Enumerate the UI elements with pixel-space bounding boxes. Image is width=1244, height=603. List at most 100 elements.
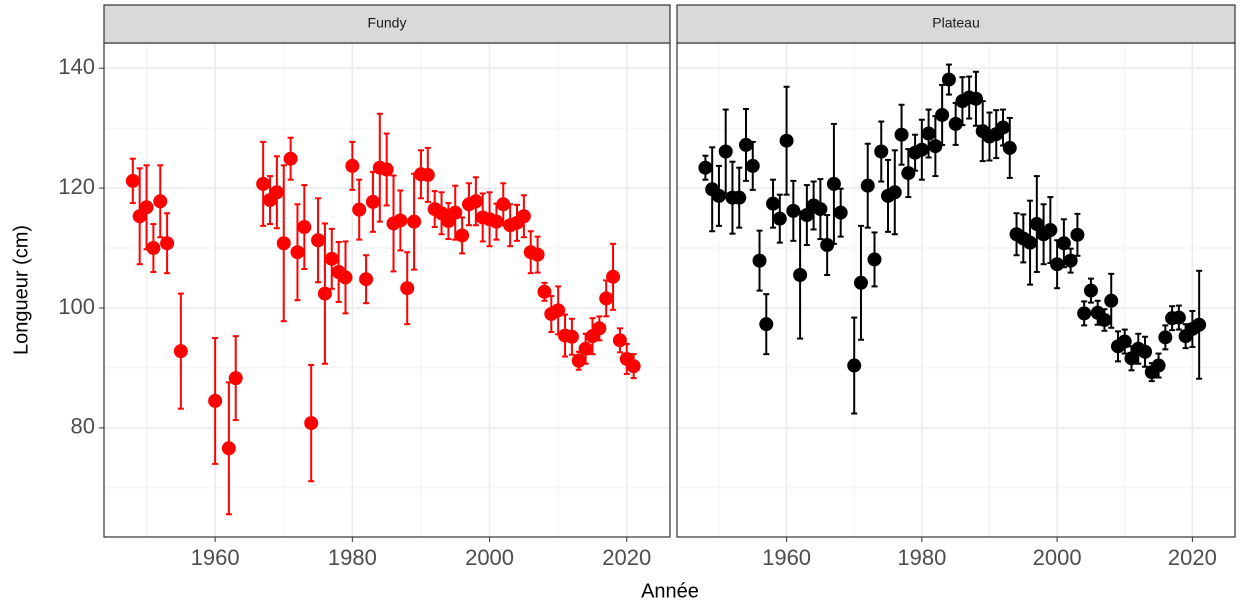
x-tick-label: 1980 [897, 545, 946, 570]
point [867, 252, 882, 267]
point [901, 166, 916, 181]
point [564, 329, 579, 344]
point [1043, 223, 1058, 238]
point [745, 158, 760, 173]
point [153, 194, 168, 209]
point [269, 185, 284, 200]
point [578, 341, 593, 356]
point [1063, 253, 1078, 268]
point [352, 202, 367, 217]
point [551, 303, 566, 318]
point [146, 241, 161, 256]
x-axis-title: Année [641, 580, 699, 602]
point [283, 151, 298, 166]
point [786, 203, 801, 218]
point [826, 176, 841, 191]
point [1171, 310, 1186, 325]
point [139, 200, 154, 215]
point [1050, 257, 1065, 272]
point [606, 269, 621, 284]
point [833, 205, 848, 220]
point [968, 91, 983, 106]
point [772, 211, 787, 226]
point [304, 416, 319, 431]
point [718, 144, 733, 159]
x-tick-label: 1960 [191, 545, 240, 570]
point [1002, 140, 1017, 155]
point [711, 188, 726, 203]
point [1192, 317, 1207, 332]
point [530, 247, 545, 262]
point [365, 194, 380, 209]
point [698, 160, 713, 175]
y-tick-label: 100 [58, 294, 95, 319]
point [455, 228, 470, 243]
point [599, 291, 614, 306]
point [1023, 235, 1038, 250]
y-axis-title: Longueur (cm) [10, 225, 32, 355]
x-tick-label: 1980 [328, 545, 377, 570]
point [208, 393, 223, 408]
point [921, 126, 936, 141]
point [779, 133, 794, 148]
point [125, 173, 140, 188]
point [732, 190, 747, 205]
point [935, 107, 950, 122]
point [338, 270, 353, 285]
point [1158, 330, 1173, 345]
point [752, 253, 767, 268]
point [276, 236, 291, 251]
point [759, 317, 774, 332]
strip-label: Plateau [932, 15, 979, 31]
point [537, 284, 552, 299]
point [1070, 227, 1085, 242]
point [345, 158, 360, 173]
point [1056, 236, 1071, 251]
point [160, 236, 175, 251]
point [1097, 312, 1112, 327]
point [1104, 293, 1119, 308]
point [359, 272, 374, 287]
point [813, 202, 828, 217]
point [516, 209, 531, 224]
x-tick-label: 2020 [602, 545, 651, 570]
point [941, 72, 956, 87]
point [847, 358, 862, 373]
point [290, 245, 305, 260]
point [612, 333, 627, 348]
point [626, 359, 641, 374]
point [1083, 283, 1098, 298]
x-tick-label: 2020 [1168, 545, 1217, 570]
y-tick-label: 80 [71, 414, 95, 439]
point [228, 371, 243, 386]
y-tick-label: 120 [58, 174, 95, 199]
x-tick-label: 2000 [1033, 545, 1082, 570]
point [860, 178, 875, 193]
point [874, 144, 889, 159]
point [738, 137, 753, 152]
point [489, 214, 504, 229]
point [407, 214, 422, 229]
point [894, 127, 909, 142]
point [766, 196, 781, 211]
point [317, 286, 332, 301]
point [887, 185, 902, 200]
point [256, 176, 271, 191]
point [592, 321, 607, 336]
point [379, 162, 394, 177]
point [1138, 344, 1153, 359]
point [571, 353, 586, 368]
x-tick-label: 2000 [465, 545, 514, 570]
point [853, 275, 868, 290]
point [468, 194, 483, 209]
strip [676, 4, 1236, 44]
point [820, 238, 835, 253]
point [928, 139, 943, 154]
x-tick-label: 1960 [762, 545, 811, 570]
panel-background [104, 43, 670, 537]
point [1077, 306, 1092, 321]
point [420, 167, 435, 182]
point [996, 120, 1011, 135]
strip-label: Fundy [368, 15, 407, 31]
